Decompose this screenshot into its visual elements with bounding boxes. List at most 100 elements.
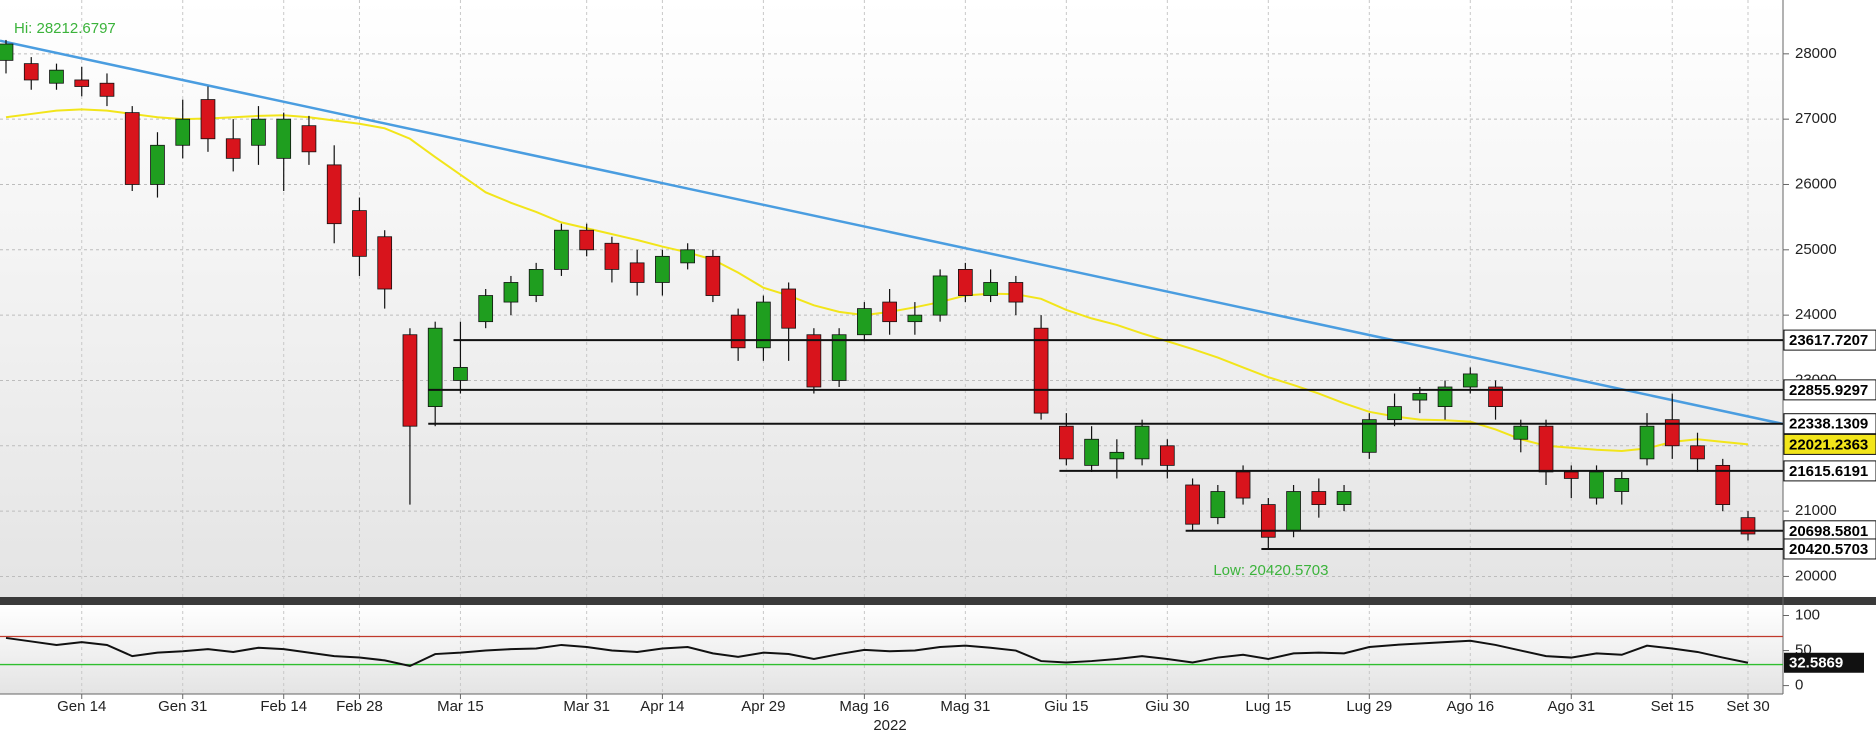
candle-body	[225, 138, 241, 159]
x-tick-label: Mag 16	[839, 698, 889, 715]
candle-body	[983, 282, 998, 296]
moving-average	[5, 108, 1749, 453]
candle-body	[0, 43, 14, 61]
candle-body	[1589, 471, 1604, 499]
candle-body	[629, 262, 645, 283]
candle-body	[1084, 438, 1099, 466]
x-tick-label: Feb 14	[260, 698, 307, 715]
candle-body	[1134, 425, 1150, 460]
candle-body	[958, 269, 973, 296]
candle-body	[907, 314, 923, 323]
candle-body	[1260, 504, 1276, 538]
candle-body	[1059, 425, 1074, 460]
candle-body	[74, 79, 90, 87]
level-label: 20698.5801	[1789, 523, 1868, 540]
candle-body	[251, 118, 266, 146]
candle-body	[503, 282, 519, 303]
candle-body	[932, 275, 948, 316]
level-label: 22338.1309	[1789, 416, 1868, 433]
candle-body	[730, 314, 746, 349]
candle-body	[655, 255, 670, 283]
level-label-box	[1783, 538, 1876, 560]
rsi-line	[5, 636, 1749, 668]
candle-body	[1185, 484, 1200, 525]
candle-body	[1412, 393, 1428, 401]
candle-body	[806, 334, 822, 388]
candle-body	[1639, 425, 1655, 460]
level-label: 23617.7207	[1789, 332, 1868, 349]
price-panel	[0, 0, 1783, 598]
candle-body	[1235, 471, 1251, 499]
x-tick-label: Apr 29	[741, 698, 785, 715]
ma-label: 22021.2363	[1789, 436, 1868, 453]
level-label-box	[1783, 379, 1876, 401]
candle-body	[150, 144, 165, 185]
x-tick-label: Ago 31	[1548, 698, 1596, 715]
candle-body	[1033, 327, 1049, 414]
x-tick-label: Gen 31	[158, 698, 207, 715]
candle-body	[453, 366, 468, 381]
candle-body	[1513, 425, 1529, 440]
candle-body	[1109, 451, 1125, 460]
candle-body	[99, 82, 115, 97]
y-tick-label: 100	[1795, 606, 1820, 623]
candle-body	[831, 334, 847, 381]
candle-body	[1563, 471, 1579, 479]
candle-body	[352, 210, 367, 257]
candle-body	[1664, 419, 1680, 447]
candle-body	[680, 249, 695, 264]
candle-body	[124, 112, 140, 185]
rsi-label: 32.5869	[1789, 655, 1843, 672]
ma-label-box	[1783, 433, 1876, 455]
y-tick-label: 20000	[1795, 567, 1837, 584]
y-tick-label: 28000	[1795, 45, 1837, 62]
candle-body	[857, 308, 872, 336]
trendline	[0, 39, 1784, 426]
level-label-box	[1783, 460, 1876, 482]
x-tick-label: Giu 15	[1044, 698, 1088, 715]
candle-body	[1336, 491, 1352, 505]
candle-body	[478, 295, 494, 323]
level-label-box	[1783, 413, 1876, 435]
candle-body	[175, 118, 191, 146]
candle-body	[781, 288, 796, 329]
candle-body	[200, 99, 216, 140]
candle-body	[1690, 445, 1705, 460]
candle-body	[23, 63, 39, 81]
candle-body	[1361, 419, 1377, 453]
rsi-label-box	[1784, 652, 1864, 673]
y-tick-label: 27000	[1795, 110, 1837, 127]
x-axis-year: 2022	[873, 717, 906, 734]
x-tick-label: Ago 16	[1447, 698, 1495, 715]
candle-body	[402, 334, 418, 427]
candle-body	[1008, 282, 1024, 303]
candle-body	[882, 301, 897, 323]
candle-body	[1462, 373, 1478, 388]
candle-body	[427, 327, 443, 407]
rsi-panel	[0, 604, 1783, 694]
candle-body	[1538, 425, 1554, 473]
y-tick-label: 0	[1795, 677, 1803, 694]
x-tick-label: Apr 14	[640, 698, 684, 715]
candle-body	[1437, 386, 1453, 407]
candle-body	[528, 269, 544, 296]
y-tick-label: 21000	[1795, 502, 1837, 519]
low-annotation: Low: 20420.5703	[1213, 562, 1328, 579]
x-tick-label: Mar 15	[437, 698, 484, 715]
x-tick-label: Mar 31	[563, 698, 610, 715]
candle-body	[756, 301, 771, 349]
candle-body	[1715, 464, 1731, 505]
panel-separator	[0, 597, 1876, 605]
candle-body	[49, 69, 64, 84]
candle-body	[1387, 406, 1402, 421]
x-tick-label: Lug 15	[1245, 698, 1291, 715]
y-tick-label: 24000	[1795, 306, 1837, 323]
candle-body	[604, 242, 620, 270]
candle-body	[276, 118, 292, 159]
candle-body	[1286, 491, 1301, 532]
level-label: 21615.6191	[1789, 463, 1868, 480]
y-tick-label: 26000	[1795, 175, 1837, 192]
x-tick-label: Set 15	[1651, 698, 1694, 715]
